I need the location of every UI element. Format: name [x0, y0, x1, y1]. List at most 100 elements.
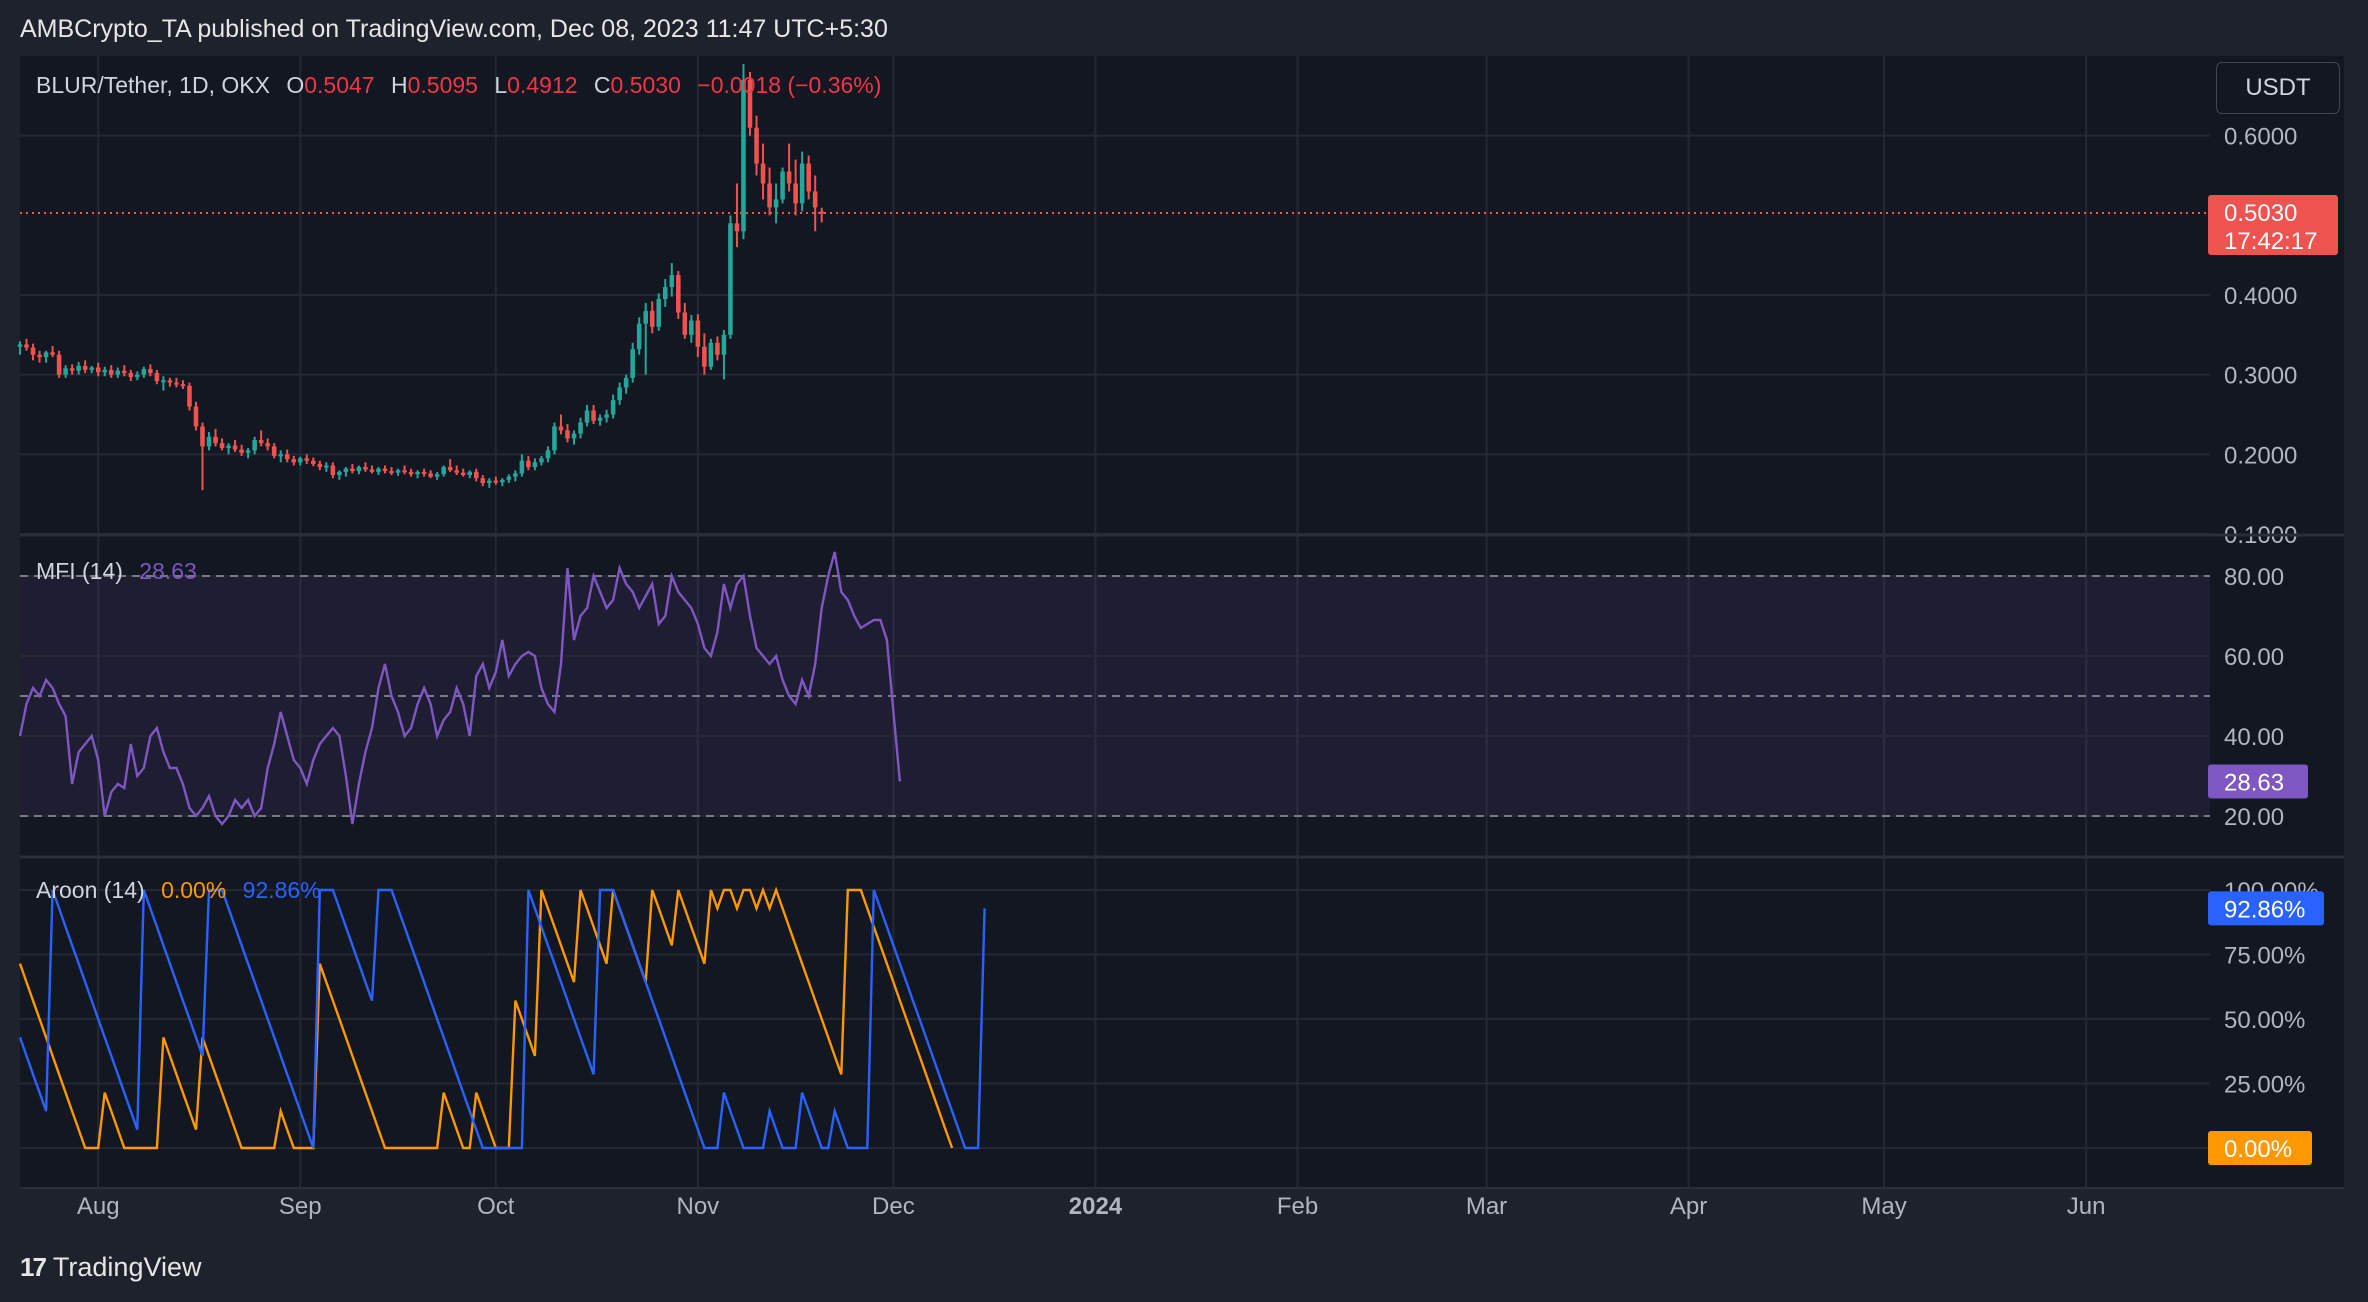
candle-body [317, 463, 323, 468]
candle-body [56, 354, 62, 375]
candle-body [232, 445, 238, 450]
candle-body [291, 459, 297, 463]
mfi-value-tag-text: 28.63 [2224, 769, 2284, 796]
aroon-down-tag-text: 92.86% [2224, 896, 2305, 923]
mfi-legend: MFI (14) 28.63 [36, 558, 197, 585]
candle-body [24, 344, 29, 348]
candle-body [591, 410, 596, 421]
candle-body [252, 439, 257, 451]
candle-body [122, 370, 127, 374]
candle-body [17, 344, 23, 347]
open-label: O [286, 72, 305, 98]
candle-body [174, 382, 179, 385]
candle-body [571, 433, 577, 439]
candle-body [95, 367, 101, 373]
candle-body [610, 400, 616, 415]
candle-body [441, 467, 446, 475]
candle-body [721, 334, 727, 355]
candle-body [630, 349, 635, 378]
candle-body [467, 471, 473, 476]
candle-body [565, 430, 570, 439]
price-tick-label: 0.2000 [2224, 442, 2297, 469]
candle-body [793, 183, 798, 204]
aroon-legend: Aroon (14) 0.00% 92.86% [36, 877, 321, 904]
candle-body [552, 426, 557, 451]
candle-body [50, 352, 55, 355]
time-tick-label: Feb [1277, 1193, 1318, 1220]
low-label: L [494, 72, 508, 98]
candle-body [695, 320, 701, 347]
candle-body [506, 476, 512, 480]
candle-body [447, 467, 453, 471]
candle-body [161, 380, 166, 383]
candle-body [604, 414, 609, 418]
candle-body [324, 465, 329, 468]
candle-body [382, 468, 388, 472]
candle-body [617, 387, 622, 401]
candle-body [558, 426, 564, 431]
candle-body [82, 365, 88, 370]
last-price-tag-text: 17:42:17 [2224, 228, 2317, 255]
candle-body [513, 473, 518, 477]
candle-body [154, 373, 160, 382]
currency-button[interactable]: USDT [2216, 62, 2340, 114]
candle-body [734, 223, 740, 232]
time-tick-label: Jun [2067, 1193, 2106, 1220]
candle-body [643, 310, 648, 324]
candle-body [76, 365, 81, 371]
candle-body [37, 354, 42, 358]
candle-body [219, 443, 225, 448]
price-tick-label: 0.3000 [2224, 363, 2297, 390]
candle-body [760, 163, 766, 184]
candle-body [434, 474, 440, 477]
time-tick-label: Nov [677, 1193, 720, 1220]
candle-body [662, 287, 668, 299]
candle-body [532, 462, 538, 468]
time-tick-label: Dec [872, 1193, 915, 1220]
candle-body [265, 443, 270, 447]
change-value: −0.0018 (−0.36%) [697, 72, 882, 98]
candle-body [376, 468, 381, 472]
candle-body [812, 191, 818, 208]
candle-body [284, 454, 290, 460]
candle-body [799, 163, 805, 204]
candle-body [656, 298, 662, 327]
candle-body [676, 275, 681, 313]
mfi-tick-label: 80.00 [2224, 564, 2284, 591]
candle-body [708, 342, 714, 367]
candle-body [767, 183, 772, 208]
aroon-name: Aroon (14) [36, 877, 145, 903]
candle-body [369, 469, 375, 472]
price-tick-label: 0.6000 [2224, 124, 2297, 151]
candle-body [193, 406, 199, 427]
candle-body [350, 468, 355, 472]
candle-body [421, 471, 427, 474]
candle-body [636, 323, 642, 350]
candle-body [402, 470, 407, 473]
candle-body [460, 472, 466, 476]
candle-body [545, 450, 551, 459]
candle-body [389, 471, 394, 474]
aroon-down-tag-bg [2208, 891, 2324, 926]
candle-body [239, 449, 244, 453]
candle-body [623, 377, 629, 388]
candle-body [539, 458, 544, 463]
price-legend: BLUR/Tether, 1D, OKX O0.5047 H0.5095 L0.… [36, 72, 881, 99]
candle-body [337, 471, 342, 476]
candle-body [487, 480, 492, 484]
chart-background [20, 56, 2344, 1188]
candle-body [473, 471, 479, 479]
candle-body [343, 468, 349, 472]
candle-body [278, 454, 283, 457]
candle-body [480, 478, 486, 484]
price-tick-label: 0.4000 [2224, 283, 2297, 310]
candle-body [363, 467, 368, 470]
mfi-value-tag-bg [2208, 764, 2308, 799]
time-tick-label: Apr [1670, 1193, 1707, 1220]
candle-body [271, 446, 277, 456]
time-tick-label: 2024 [1069, 1193, 1123, 1220]
candle-body [330, 465, 336, 476]
candle-body [115, 370, 121, 375]
candle-body [415, 471, 420, 475]
